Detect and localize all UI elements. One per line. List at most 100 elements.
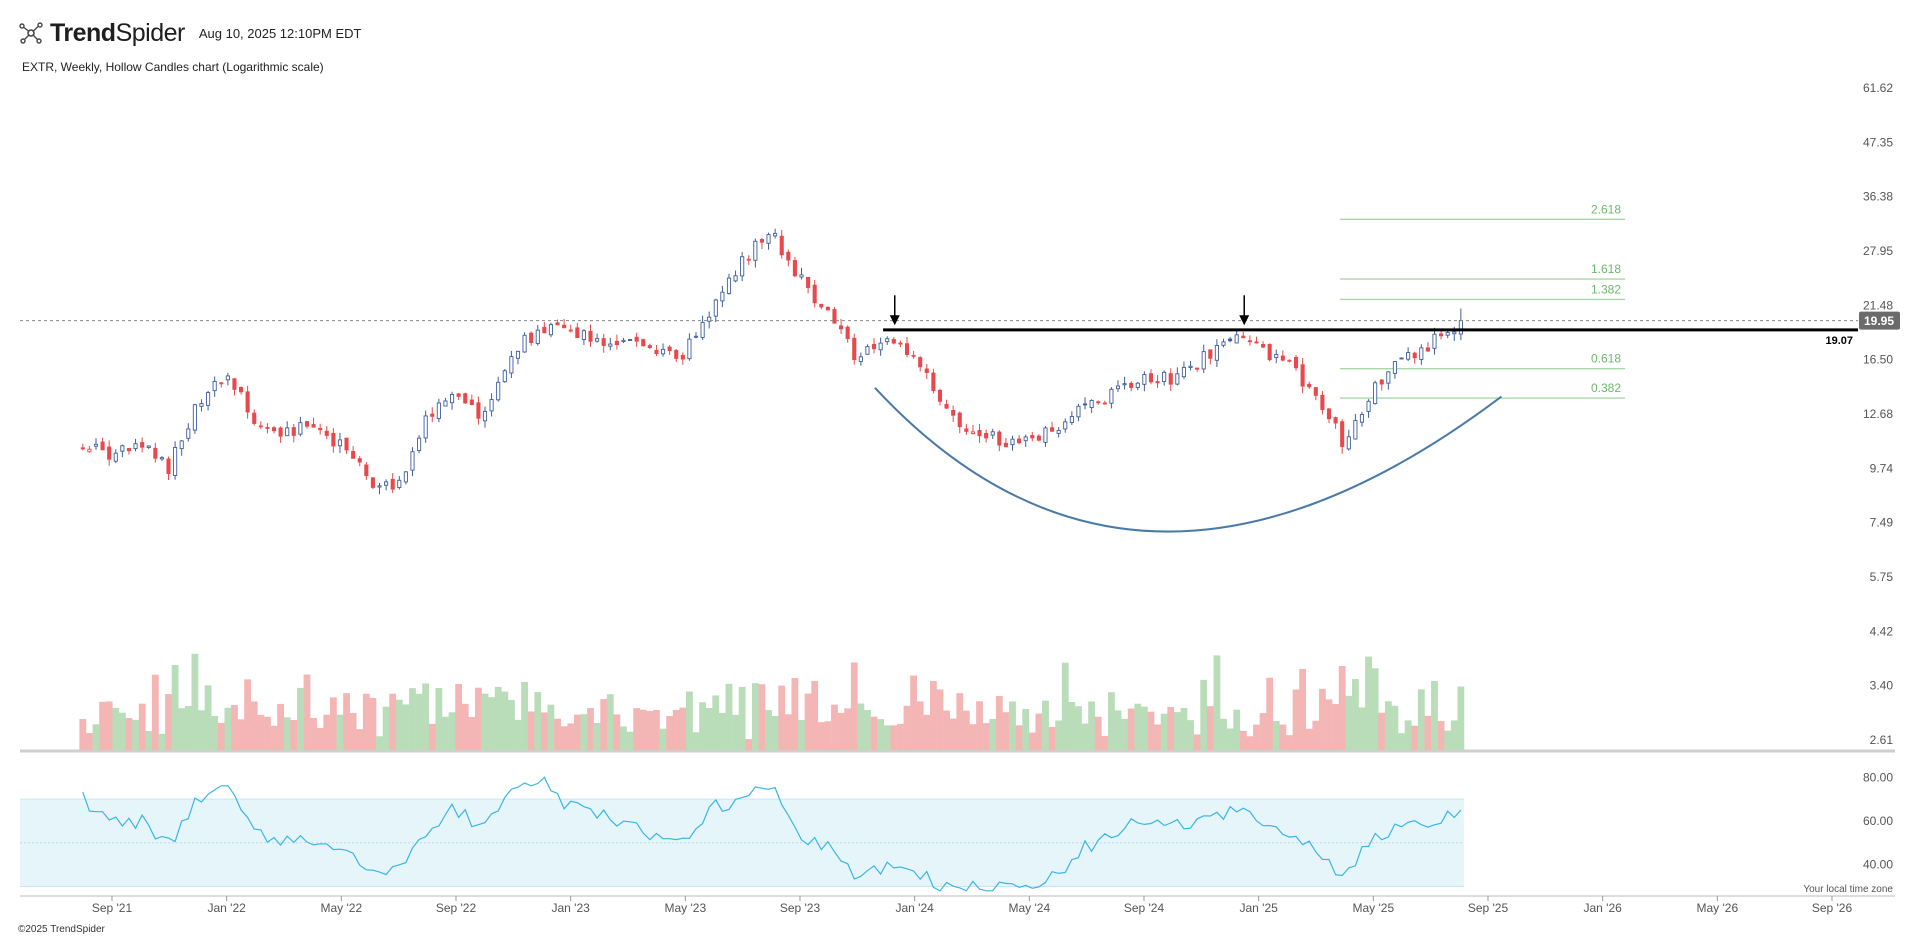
candle-body: [707, 316, 712, 322]
x-tick-label: Sep '25: [1468, 901, 1509, 915]
candle-body: [1247, 340, 1252, 343]
candle-body: [1241, 335, 1246, 339]
volume-bar: [1108, 692, 1115, 750]
volume-bar: [468, 717, 476, 750]
candle-body: [1175, 373, 1180, 385]
candle-body: [977, 429, 982, 437]
volume-bar: [329, 697, 337, 750]
volume-bar: [929, 680, 937, 750]
volume-bar: [1134, 703, 1142, 750]
volume-bar: [606, 694, 614, 750]
candle-body: [588, 330, 593, 342]
candle-body: [931, 372, 936, 392]
candle-body: [265, 426, 270, 429]
volume-bar: [771, 715, 779, 750]
volume-bar: [1398, 733, 1405, 750]
volume-bar: [191, 653, 199, 750]
volume-bar: [1457, 686, 1465, 750]
volume-bar: [1068, 702, 1076, 750]
volume-bar: [442, 716, 449, 750]
candle-body: [957, 412, 962, 428]
volume-bar: [1167, 707, 1175, 750]
volume-bar: [92, 724, 100, 750]
volume-bar: [995, 695, 1003, 750]
fibonacci-levels: 2.618 1.618 1.382 0.618 0.382: [1340, 202, 1625, 399]
candle-body: [93, 443, 99, 447]
candle-body: [1458, 320, 1463, 335]
candle-body: [581, 330, 586, 341]
candle-body: [423, 415, 428, 439]
volume-bar: [250, 701, 258, 750]
candle-body: [1188, 365, 1193, 368]
candle-body: [469, 399, 474, 406]
volume-bar: [943, 710, 950, 750]
volume-bar: [725, 683, 733, 750]
volume-bar: [422, 683, 430, 750]
volume-bar: [158, 733, 166, 750]
candle-body: [238, 387, 244, 393]
volume-bar: [1081, 723, 1089, 750]
x-tick-label: Sep '22: [436, 901, 477, 915]
volume-bar: [540, 712, 548, 750]
volume-bar: [976, 701, 983, 750]
candle-body: [87, 448, 92, 453]
candle-body: [647, 345, 652, 348]
chart-timestamp: Aug 10, 2025 12:10PM EDT: [198, 25, 362, 41]
volume-bar: [672, 709, 680, 750]
candle-body: [555, 322, 560, 326]
candle-body: [852, 337, 857, 361]
candle-body: [1122, 383, 1127, 386]
volume-bar: [765, 710, 772, 750]
volume-bar: [1193, 734, 1201, 750]
candle-body: [839, 325, 844, 330]
candle-body: [865, 346, 870, 355]
volume-bar: [369, 697, 377, 750]
candle-body: [456, 393, 461, 397]
candle-body: [1359, 414, 1365, 423]
candle-body: [384, 481, 389, 486]
volume-bar: [1384, 701, 1392, 750]
volume-bar: [547, 704, 555, 750]
candle-body: [812, 284, 817, 304]
candle-body: [1254, 341, 1259, 344]
fib-label: 2.618: [1591, 202, 1621, 216]
candle-body: [713, 299, 718, 317]
candlestick-series: [80, 228, 1463, 495]
rsi-line: [82, 776, 1462, 892]
candle-body: [1412, 352, 1417, 359]
volume-bar: [151, 674, 159, 750]
candle-body: [1379, 379, 1384, 385]
candle-body: [304, 421, 310, 427]
candle-body: [819, 303, 824, 308]
volume-bar: [231, 704, 238, 750]
candle-body: [773, 232, 778, 237]
candle-body: [621, 339, 626, 343]
volume-bar: [277, 703, 285, 750]
candle-body: [1274, 354, 1279, 359]
volume-bar: [593, 723, 601, 750]
volume-bar: [1286, 735, 1293, 750]
candle-body: [654, 349, 659, 354]
candle-body: [858, 356, 863, 362]
candle-body: [878, 342, 883, 351]
candle-body: [1406, 352, 1411, 360]
x-tick-label: Jan '22: [208, 901, 247, 915]
volume-bar: [217, 722, 225, 750]
candle-body: [984, 432, 989, 439]
candle-body: [1221, 341, 1226, 346]
candle-body: [403, 471, 408, 483]
volume-bar: [1450, 720, 1458, 750]
candle-body: [1063, 421, 1068, 430]
volume-bar: [732, 714, 739, 750]
volume-bar: [356, 729, 364, 750]
volume-bar: [791, 678, 799, 750]
candle-body: [1162, 371, 1167, 382]
volume-bar: [362, 693, 370, 750]
volume-bar: [969, 724, 977, 750]
candle-body: [219, 382, 224, 385]
volume-bar: [699, 702, 707, 750]
y-tick-label: 36.38: [1863, 190, 1893, 204]
volume-bar: [79, 719, 87, 750]
candle-body: [924, 368, 929, 373]
